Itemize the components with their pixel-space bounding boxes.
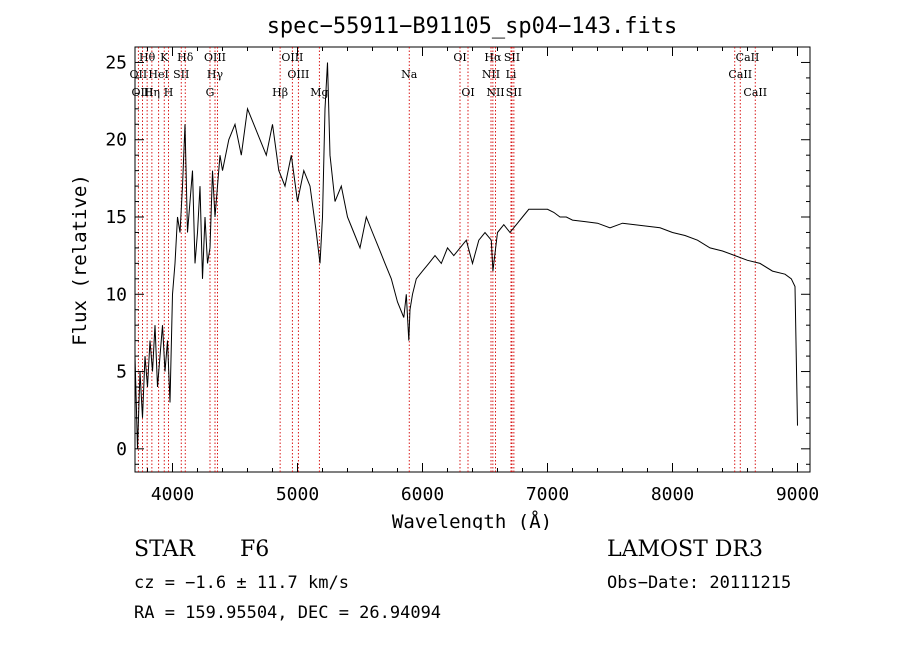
line-label: OII — [130, 68, 148, 81]
redshift-text: cz = −1.6 ± 11.7 km/s — [134, 573, 349, 593]
line-label: H — [164, 86, 174, 99]
y-tick-label: 15 — [105, 207, 127, 228]
emission-line-markers — [137, 47, 756, 472]
line-label: OIII — [281, 51, 303, 64]
coordinates: RA = 159.95504, DEC = 26.94094 — [134, 603, 442, 623]
x-axis-label: Wavelength (Å) — [392, 510, 552, 530]
spectrum-series — [134, 62, 798, 449]
line-label: CaII — [736, 51, 760, 64]
line-label: Hβ — [272, 86, 288, 99]
line-label: Li — [506, 68, 517, 81]
line-label: Hη — [144, 86, 160, 99]
line-label: Hα — [484, 51, 502, 64]
line-label: Hθ — [139, 51, 156, 64]
y-tick-label: 0 — [116, 439, 127, 460]
line-label: CaII — [743, 86, 767, 99]
x-tick-label: 7000 — [526, 484, 569, 505]
line-label: SII — [173, 68, 189, 81]
spectrum-chart: spec−55911−B91105_sp04−143.fits Hθ OII OII… — [69, 14, 819, 530]
obs-date: Obs−Date: 20111215 — [607, 573, 792, 593]
line-label: K — [160, 51, 169, 64]
chart-title: spec−55911−B91105_sp04−143.fits — [267, 14, 678, 39]
x-tick-label: 9000 — [776, 484, 819, 505]
line-label: Mg — [310, 86, 328, 99]
y-axis-label: Flux (relative) — [69, 174, 91, 346]
y-tick-label: 5 — [116, 362, 127, 383]
y-tick-label: 25 — [105, 52, 127, 73]
line-label: OI — [461, 86, 474, 99]
line-label: NII — [482, 68, 500, 81]
x-tick-label: 4000 — [151, 484, 194, 505]
x-axis: 4000 5000 6000 7000 8000 9000 — [147, 47, 819, 505]
line-label: G — [206, 86, 215, 99]
series-line — [134, 62, 798, 449]
y-axis: 0 5 10 15 20 25 — [105, 52, 810, 465]
y-tick-label: 20 — [105, 130, 127, 151]
line-label: OIII — [287, 68, 309, 81]
line-label: OI — [453, 51, 466, 64]
line-label: OIII — [204, 51, 226, 64]
x-tick-label: 8000 — [651, 484, 694, 505]
line-label: OIII — [131, 86, 153, 99]
line-label: SII — [504, 51, 520, 64]
plot-frame — [134, 46, 811, 473]
object-class: STAR — [134, 537, 195, 562]
survey-name: LAMOST DR3 — [607, 537, 763, 562]
line-label: NII — [486, 86, 504, 99]
line-label: HeI — [148, 68, 168, 81]
x-tick-label: 6000 — [401, 484, 444, 505]
object-subclass: F6 — [240, 537, 270, 562]
y-tick-label: 10 — [105, 284, 127, 305]
line-label: Na — [401, 68, 418, 81]
line-label: Hγ — [207, 68, 224, 81]
line-label: SII — [506, 86, 522, 99]
x-tick-label: 5000 — [276, 484, 319, 505]
line-label: Hδ — [177, 51, 194, 64]
line-label: CaII — [728, 68, 752, 81]
